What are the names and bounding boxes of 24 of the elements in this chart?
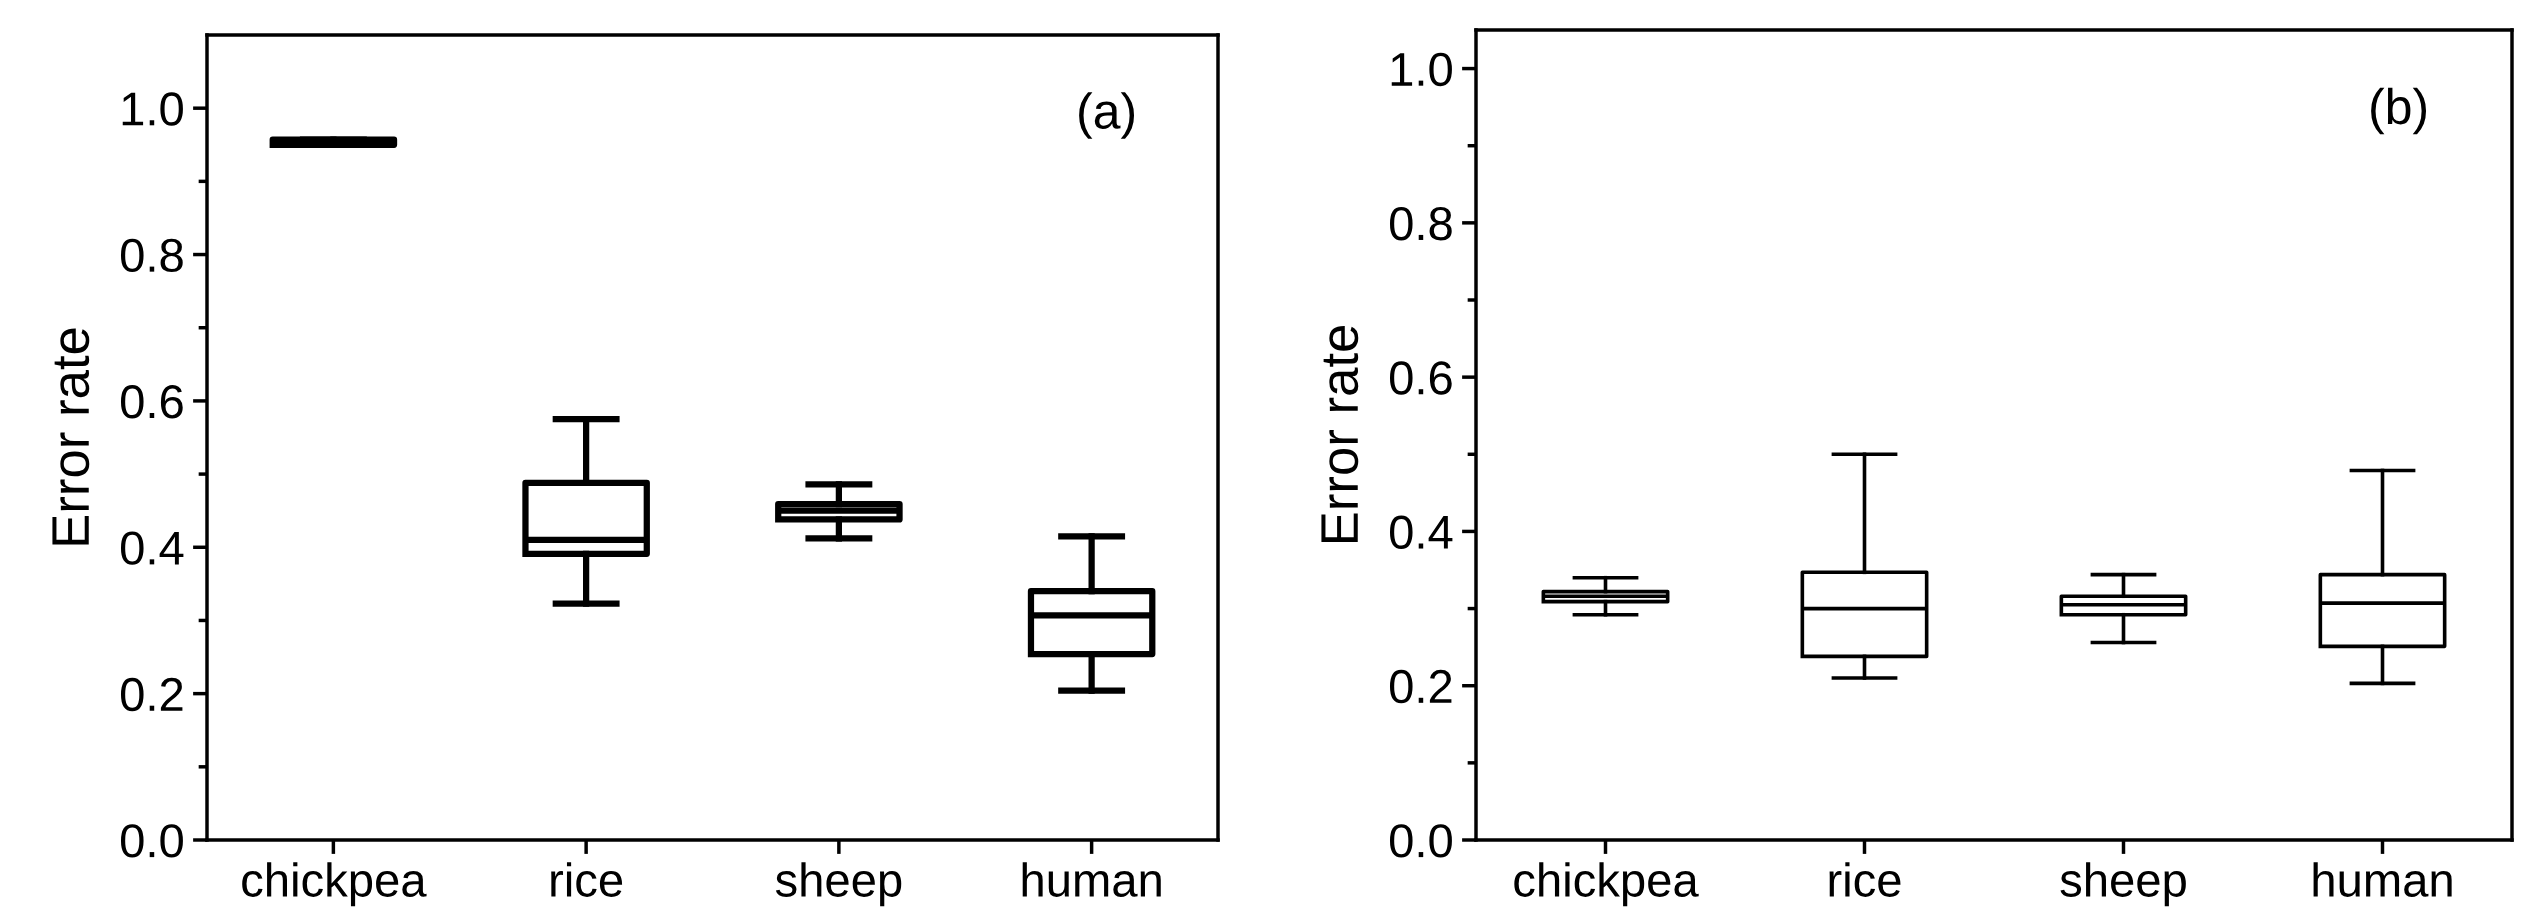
x-tick-label: human	[1022, 862, 1161, 897]
y-tick-label: 0.8	[120, 238, 183, 273]
x-tick-label: chickpea	[242, 862, 427, 907]
y-tick-label: 0.8	[1389, 206, 1452, 241]
y-tick-label: 0.2	[120, 677, 183, 712]
x-tick-label: human	[2313, 862, 2452, 897]
x-tick-label: sheep	[775, 862, 902, 907]
x-tick-label: rice	[551, 862, 623, 897]
annotation: (a)	[1079, 92, 1135, 139]
x-tick-label: chickpea	[1514, 862, 1699, 907]
x-tick-label: sheep	[2060, 862, 2186, 907]
y-axis-title: Error rate	[52, 328, 90, 545]
y-tick-label: 1.0	[122, 92, 183, 126]
annotation: (b)	[2371, 87, 2427, 135]
y-tick-label: 1.0	[1391, 52, 1452, 87]
x-tick-label: rice	[1829, 862, 1901, 897]
y-tick-label: 0.2	[1389, 669, 1452, 704]
y-tick-label: 0.4	[1389, 515, 1453, 549]
y-tick-label: 0.4	[120, 531, 184, 565]
y-tick-label: 0.0	[120, 824, 183, 858]
y-axis-title: Error rate	[1321, 325, 1359, 543]
y-tick-label: 0.6	[1389, 361, 1452, 395]
y-tick-label: 0.0	[1389, 824, 1452, 858]
y-tick-label: 0.6	[120, 385, 183, 419]
